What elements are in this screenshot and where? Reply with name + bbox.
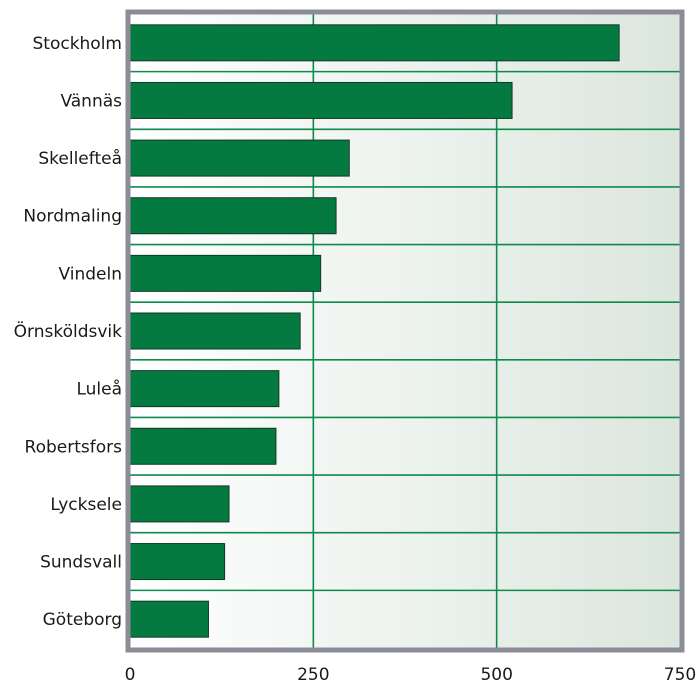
x-tick-label: 0: [125, 665, 136, 685]
bar: [129, 254, 322, 292]
bar: [129, 485, 230, 523]
x-tick-labels: 0 250 500 750: [125, 665, 697, 685]
bar: [129, 543, 226, 581]
category-label: Vindeln: [58, 264, 122, 284]
category-label: Sundsvall: [40, 553, 122, 573]
category-label: Robertsfors: [25, 437, 123, 457]
gridlines: [130, 14, 680, 648]
bar: [129, 24, 620, 62]
plot-frame: [125, 9, 685, 653]
bar: [129, 197, 337, 235]
bar: [129, 81, 513, 119]
x-tick-label: 250: [297, 665, 329, 685]
bar: [129, 312, 301, 350]
category-labels: Stockholm Vännäs Skellefteå Nordmaling Vinde…: [14, 34, 122, 630]
category-label: Nordmaling: [23, 207, 122, 227]
category-label: Luleå: [76, 379, 122, 400]
bars: [129, 24, 620, 638]
category-label: Stockholm: [32, 34, 122, 54]
bar: [129, 370, 280, 408]
category-label: Vännäs: [60, 91, 122, 111]
category-label: Göteborg: [43, 610, 122, 630]
category-label: Lycksele: [50, 495, 122, 515]
bar: [129, 427, 277, 465]
category-label: Skellefteå: [38, 148, 122, 169]
bar: [129, 139, 350, 177]
category-label: Örnsköldsvik: [14, 320, 122, 342]
x-tick-label: 750: [664, 665, 696, 685]
bar: [129, 600, 209, 638]
x-tick-label: 500: [480, 665, 512, 685]
